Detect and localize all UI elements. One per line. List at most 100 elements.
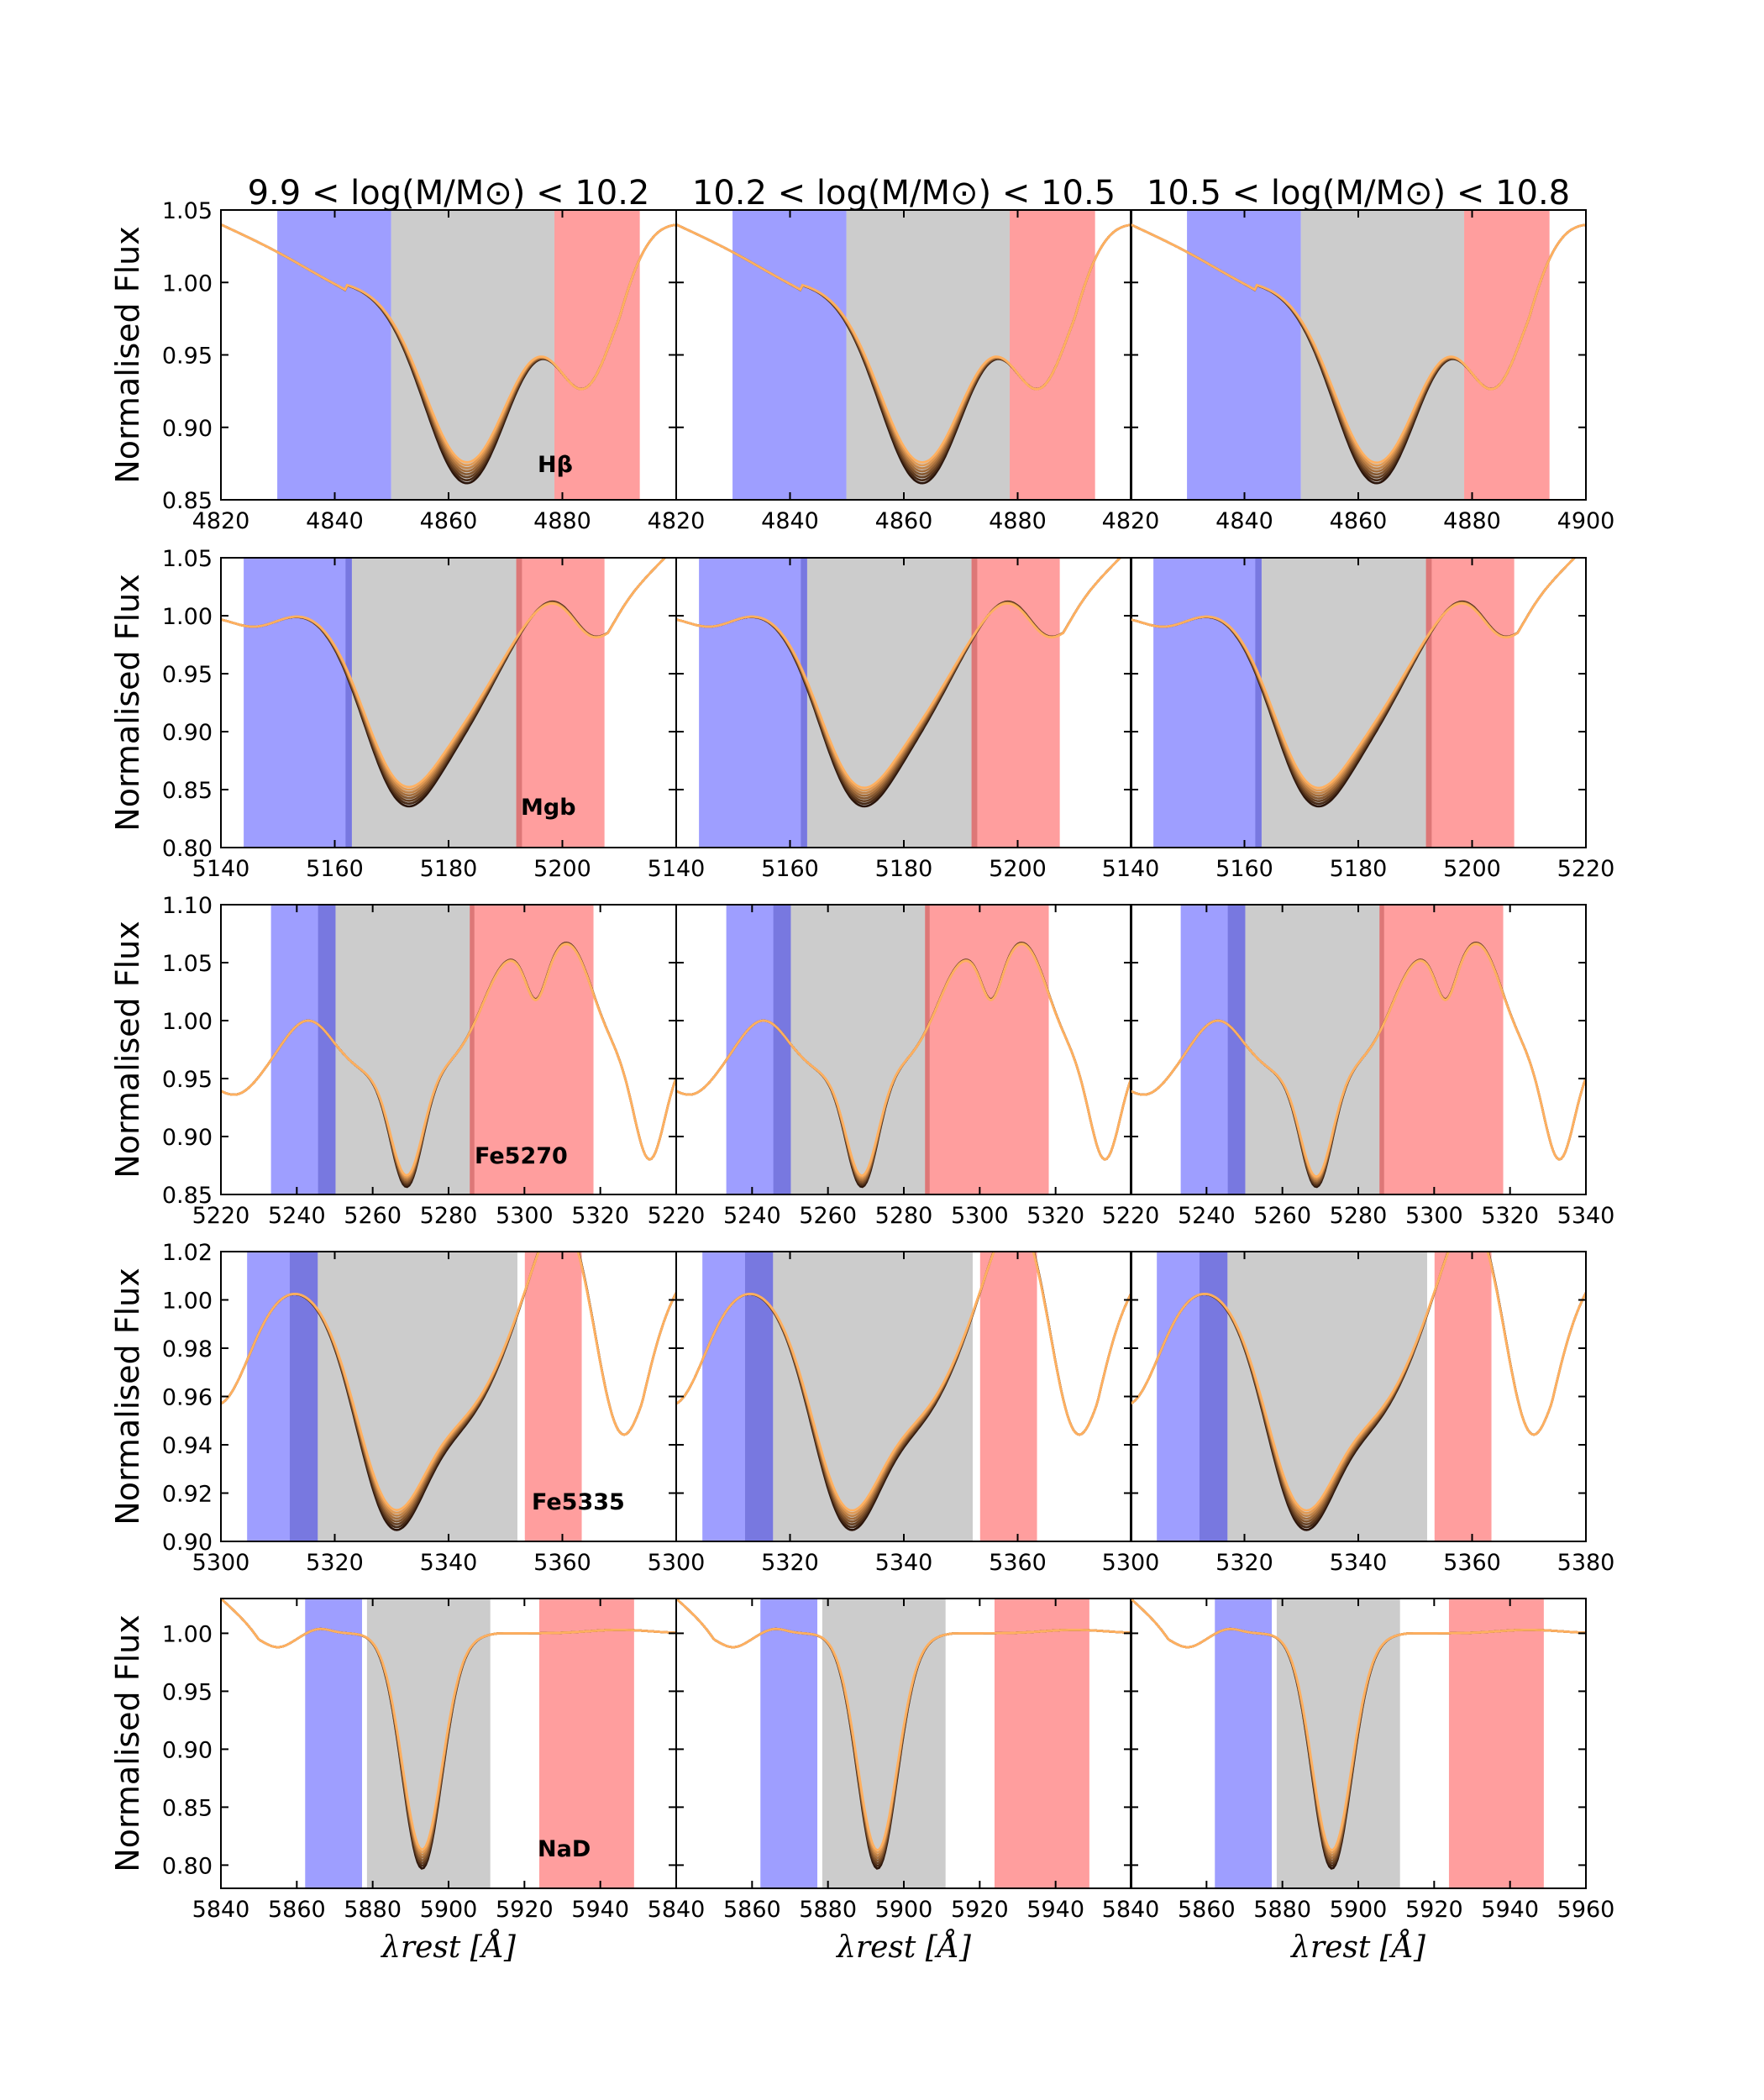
x-tick-label: 4880 [1443,508,1501,534]
blue-overlap-band [1199,1252,1228,1541]
x-axis-label: λrest [Å] [380,1929,517,1965]
blue-overlap-band [1255,558,1262,848]
x-tick-label: 5300 [192,1550,250,1576]
y-tick-label: 0.90 [162,416,213,442]
x-tick-label: 5140 [648,856,706,882]
x-tick-label: 5320 [1026,1203,1084,1229]
spectrum-line [1131,942,1586,1178]
x-tick-label: 5360 [533,1550,591,1576]
x-tick-label: 5340 [420,1550,478,1576]
x-axis-label: λrest [Å] [1289,1929,1426,1965]
x-tick-label: 5320 [571,1203,629,1229]
x-tick-label: 5840 [1102,1897,1160,1923]
y-tick-label: 0.90 [162,1530,213,1556]
y-tick-label: 0.92 [162,1482,213,1508]
x-tick-label: 5860 [1178,1897,1236,1923]
x-tick-label: 5140 [192,856,250,882]
central-band [1227,905,1384,1194]
x-tick-label: 5260 [1253,1203,1311,1229]
x-tick-label: 5200 [533,856,591,882]
plot-area [221,905,676,1194]
blue-band [277,210,391,500]
y-axis-label: Normalised Flux [109,1614,146,1872]
x-tick-label: 5220 [1557,856,1615,882]
x-tick-label: 4880 [989,508,1047,534]
y-tick-label: 0.90 [162,720,213,746]
x-tick-label: 5300 [648,1550,706,1576]
red-overlap-band [470,905,475,1194]
x-tick-label: 4840 [1215,508,1273,534]
x-tick-label: 5340 [1557,1203,1615,1229]
y-tick-label: 0.98 [162,1336,213,1362]
x-tick-label: 5220 [1102,1203,1160,1229]
panel-0-2: 4820 4840 4860 4880 4900 [1102,209,1614,534]
red-band [1448,1599,1544,1888]
y-tick-label: 1.05 [162,951,213,977]
spectrum-line [221,942,676,1177]
x-tick-label: 5940 [1481,1897,1539,1923]
spectral-line-label: Hβ [538,452,573,478]
plot-area [676,558,1122,848]
x-tick-label: 5260 [799,1203,857,1229]
blue-overlap-band [1227,905,1246,1194]
x-tick-label: 5920 [1405,1897,1463,1923]
x-tick-label: 4860 [1330,508,1388,534]
x-tick-label: 5200 [1443,856,1501,882]
x-tick-label: 5300 [496,1203,554,1229]
spectrum-line [221,1252,676,1512]
y-tick-label: 1.05 [162,546,213,572]
x-tick-label: 4860 [875,508,933,534]
x-tick-label: 5940 [571,1897,629,1923]
x-tick-label: 5360 [989,1550,1047,1576]
x-tick-label: 4880 [533,508,591,534]
red-band [1425,558,1515,848]
x-tick-label: 5140 [1102,856,1160,882]
spectral-line-label: Mgb [521,795,576,821]
x-tick-label: 5280 [875,1203,933,1229]
blue-band [305,1599,363,1888]
y-axis-label: Normalised Flux [109,226,146,483]
y-tick-label: 0.90 [162,1737,213,1763]
plot-area [1131,558,1577,848]
x-tick-label: 5300 [951,1203,1009,1229]
x-tick-label: 5880 [799,1897,857,1923]
blue-band [732,210,847,500]
y-tick-label: 0.95 [162,662,213,688]
plot-area [676,905,1131,1194]
y-tick-label: 1.00 [162,270,213,297]
x-tick-label: 5300 [1405,1203,1463,1229]
y-tick-label: 0.85 [162,1795,213,1821]
x-tick-label: 5960 [1557,1897,1615,1923]
panel-1-0: 5140 5160 5180 5200 0.80 0.85 0.90 0.95 1.00 1.05… [162,546,677,882]
y-tick-label: 1.00 [162,1621,213,1647]
x-tick-label: 5900 [1330,1897,1388,1923]
panel-3-2: 5300 5320 5340 5360 5380 [1102,1251,1614,1576]
panel-1-1: 5140 5160 5180 5200 [648,557,1132,882]
x-tick-label: 5860 [268,1897,326,1923]
central-band [1255,558,1432,848]
red-band [979,1252,1037,1541]
y-tick-label: 1.10 [162,893,213,919]
blue-overlap-band [773,905,791,1194]
blue-overlap-band [744,1252,774,1541]
panel-4-2: 5840 5860 5880 5900 5920 5940 5960 [1102,1598,1615,1923]
y-tick-label: 0.85 [162,1183,213,1209]
spectrum-line [1131,1599,1586,1851]
spectral-line-label: Fe5335 [532,1489,625,1515]
spectrum-line [676,1252,1131,1512]
blue-band [699,558,807,848]
spectrum-line [1131,1252,1586,1512]
x-tick-label: 4840 [761,508,819,534]
red-overlap-band [516,558,522,848]
x-tick-label: 5180 [420,856,478,882]
column-title: 9.9 < log(M/M⊙) < 10.2 [248,174,650,213]
red-band [524,1252,582,1541]
y-axis-label: Normalised Flux [109,1268,146,1525]
x-tick-label: 5920 [496,1897,554,1923]
y-tick-label: 0.85 [162,488,213,514]
spectrum-line [221,223,676,464]
x-tick-label: 5220 [648,1203,706,1229]
column-title: 10.5 < log(M/M⊙) < 10.8 [1147,174,1570,213]
x-tick-label: 5340 [875,1550,933,1576]
